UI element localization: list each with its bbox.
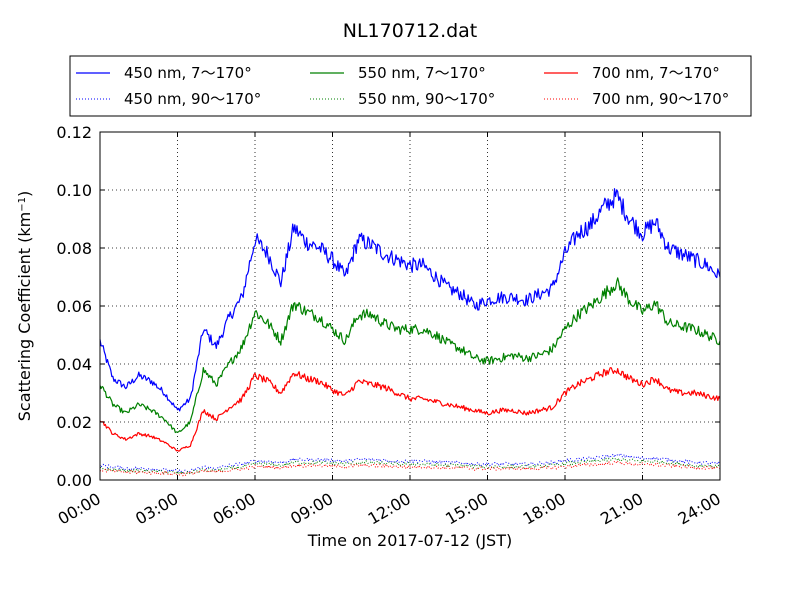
y-axis-ticks: 0.00 0.02 0.04 0.06 0.08 0.10 0.12: [56, 123, 720, 490]
chart-title: NL170712.dat: [343, 20, 478, 42]
y-axis-label: Scattering Coefficient (km−1): [15, 191, 34, 422]
y-axis-label-close: ): [15, 191, 34, 197]
x-tick-label: 12:00: [365, 489, 414, 529]
x-tick-label: 18:00: [520, 489, 569, 529]
series-line-6: [99, 460, 721, 477]
y-tick-label: 0.02: [56, 413, 92, 432]
x-tick-label: 09:00: [287, 489, 336, 529]
legend: 450 nm, 7～170° 450 nm, 90～170° 550 nm, 7～1…: [69, 55, 752, 117]
x-tick-label: 00:00: [55, 489, 104, 529]
x-axis-label: Time on 2017-07-12 (JST): [307, 531, 512, 550]
legend-label: 700 nm, 7～170°: [592, 64, 720, 82]
grid: [100, 132, 720, 480]
legend-label: 450 nm, 90～170°: [124, 90, 261, 108]
y-tick-label: 0.08: [56, 239, 92, 258]
y-tick-label: 0.10: [56, 181, 92, 200]
y-tick-label: 0.06: [56, 297, 92, 316]
y-axis-label-main: Scattering Coefficient (km: [15, 212, 34, 422]
series-line-5: [99, 457, 721, 475]
y-tick-label: 0.00: [56, 471, 92, 490]
x-tick-label: 03:00: [132, 489, 181, 529]
y-axis-label-sup: −1: [17, 197, 28, 212]
x-tick-label: 06:00: [210, 489, 259, 529]
series-line-3: [99, 367, 721, 452]
legend-frame: [69, 55, 752, 117]
legend-label: 550 nm, 90～170°: [358, 90, 495, 108]
legend-label: 550 nm, 7～170°: [358, 64, 486, 82]
legend-label: 450 nm, 7～170°: [124, 64, 252, 82]
x-tick-label: 24:00: [675, 489, 724, 529]
series-line-2: [99, 277, 721, 434]
x-tick-label: 21:00: [597, 489, 646, 529]
x-axis-ticks: 00:00 03:00 06:00 09:00 12:00 15:00 18:00 21:00…: [55, 132, 724, 529]
series-lines: [99, 188, 721, 477]
y-tick-label: 0.04: [56, 355, 92, 374]
series-line-1: [99, 188, 721, 412]
y-tick-label: 0.12: [56, 123, 92, 142]
x-tick-label: 15:00: [442, 489, 491, 529]
series-line-4: [99, 453, 721, 474]
legend-label: 700 nm, 90～170°: [592, 90, 729, 108]
